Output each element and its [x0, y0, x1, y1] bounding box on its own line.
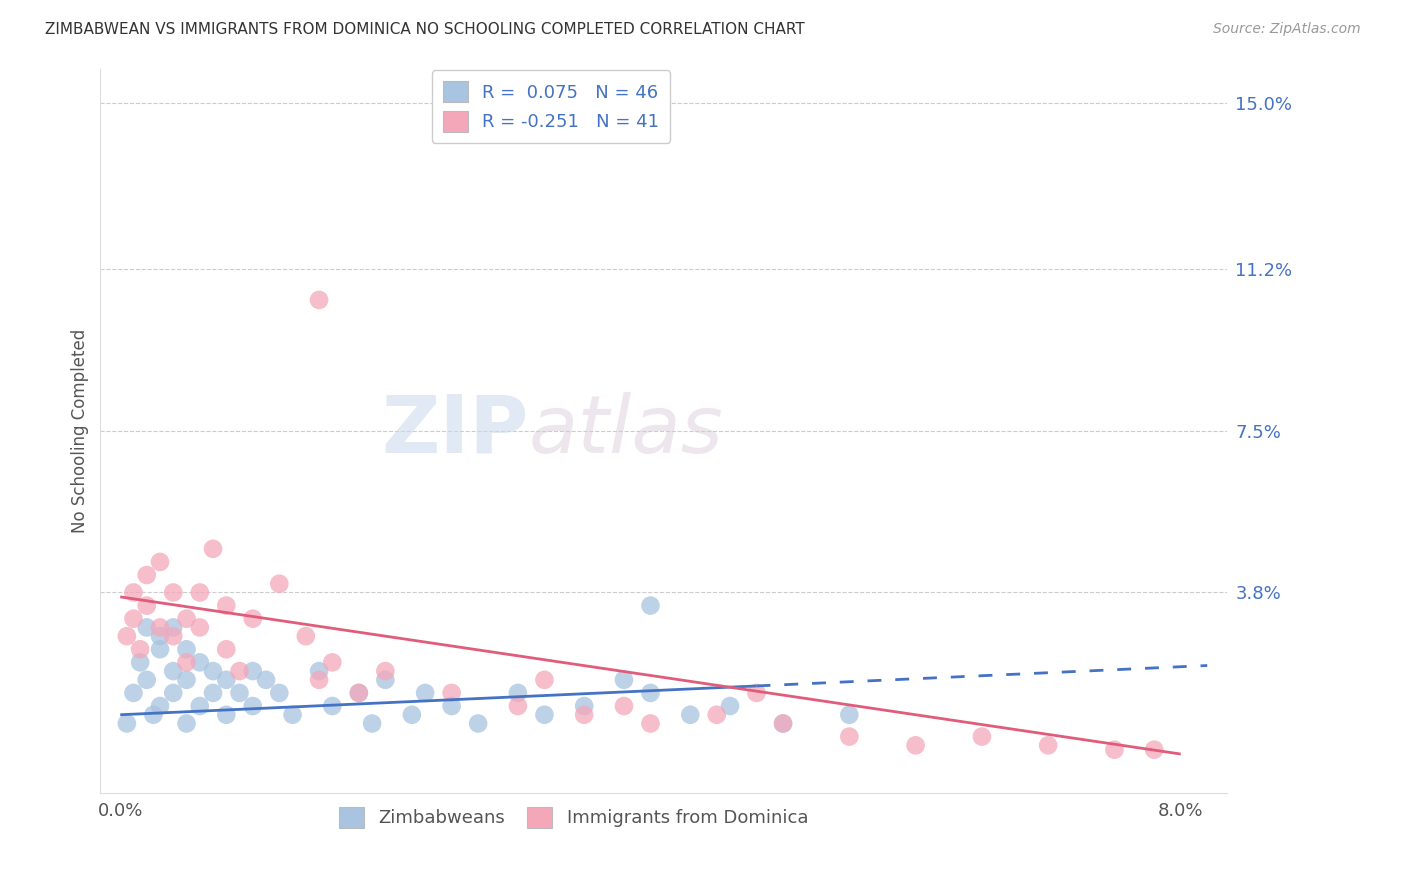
- Point: [254, 673, 277, 687]
- Point: [135, 673, 157, 687]
- Point: [129, 656, 152, 670]
- Point: [188, 585, 211, 599]
- Point: [745, 686, 768, 700]
- Point: [970, 730, 993, 744]
- Point: [533, 673, 555, 687]
- Point: [228, 686, 250, 700]
- Point: [706, 707, 728, 722]
- Point: [574, 699, 596, 714]
- Point: [122, 585, 145, 599]
- Point: [188, 620, 211, 634]
- Point: [242, 612, 264, 626]
- Point: [1036, 739, 1059, 753]
- Point: [574, 707, 596, 722]
- Point: [1143, 742, 1166, 756]
- Point: [640, 599, 662, 613]
- Point: [215, 599, 238, 613]
- Point: [374, 664, 396, 678]
- Point: [176, 656, 198, 670]
- Point: [838, 707, 860, 722]
- Point: [122, 612, 145, 626]
- Text: Source: ZipAtlas.com: Source: ZipAtlas.com: [1213, 22, 1361, 37]
- Point: [142, 707, 165, 722]
- Point: [162, 664, 184, 678]
- Point: [122, 686, 145, 700]
- Point: [679, 707, 702, 722]
- Point: [1104, 742, 1126, 756]
- Point: [269, 576, 291, 591]
- Point: [772, 716, 794, 731]
- Point: [772, 716, 794, 731]
- Point: [281, 707, 304, 722]
- Point: [467, 716, 489, 731]
- Point: [269, 686, 291, 700]
- Point: [838, 730, 860, 744]
- Point: [215, 707, 238, 722]
- Point: [640, 716, 662, 731]
- Point: [202, 664, 225, 678]
- Point: [506, 699, 529, 714]
- Point: [347, 686, 370, 700]
- Point: [135, 568, 157, 582]
- Point: [129, 642, 152, 657]
- Point: [149, 620, 172, 634]
- Point: [202, 686, 225, 700]
- Point: [162, 629, 184, 643]
- Point: [308, 664, 330, 678]
- Point: [149, 699, 172, 714]
- Point: [506, 686, 529, 700]
- Point: [440, 699, 463, 714]
- Point: [149, 629, 172, 643]
- Point: [149, 555, 172, 569]
- Point: [162, 620, 184, 634]
- Point: [308, 673, 330, 687]
- Point: [242, 664, 264, 678]
- Point: [162, 585, 184, 599]
- Point: [640, 686, 662, 700]
- Point: [321, 699, 343, 714]
- Point: [188, 656, 211, 670]
- Point: [308, 293, 330, 307]
- Point: [295, 629, 318, 643]
- Legend: Zimbabweans, Immigrants from Dominica: Zimbabweans, Immigrants from Dominica: [332, 800, 815, 835]
- Point: [188, 699, 211, 714]
- Point: [176, 673, 198, 687]
- Point: [176, 612, 198, 626]
- Text: atlas: atlas: [529, 392, 723, 470]
- Point: [135, 599, 157, 613]
- Point: [176, 716, 198, 731]
- Point: [215, 673, 238, 687]
- Point: [401, 707, 423, 722]
- Point: [242, 699, 264, 714]
- Point: [115, 716, 138, 731]
- Point: [162, 686, 184, 700]
- Text: ZIP: ZIP: [381, 392, 529, 470]
- Point: [215, 642, 238, 657]
- Text: ZIMBABWEAN VS IMMIGRANTS FROM DOMINICA NO SCHOOLING COMPLETED CORRELATION CHART: ZIMBABWEAN VS IMMIGRANTS FROM DOMINICA N…: [45, 22, 804, 37]
- Point: [135, 620, 157, 634]
- Point: [718, 699, 741, 714]
- Point: [176, 642, 198, 657]
- Point: [374, 673, 396, 687]
- Point: [202, 541, 225, 556]
- Point: [228, 664, 250, 678]
- Point: [321, 656, 343, 670]
- Point: [613, 699, 636, 714]
- Point: [115, 629, 138, 643]
- Point: [347, 686, 370, 700]
- Point: [440, 686, 463, 700]
- Point: [361, 716, 384, 731]
- Point: [904, 739, 927, 753]
- Point: [533, 707, 555, 722]
- Point: [149, 642, 172, 657]
- Point: [613, 673, 636, 687]
- Point: [413, 686, 436, 700]
- Y-axis label: No Schooling Completed: No Schooling Completed: [72, 329, 89, 533]
